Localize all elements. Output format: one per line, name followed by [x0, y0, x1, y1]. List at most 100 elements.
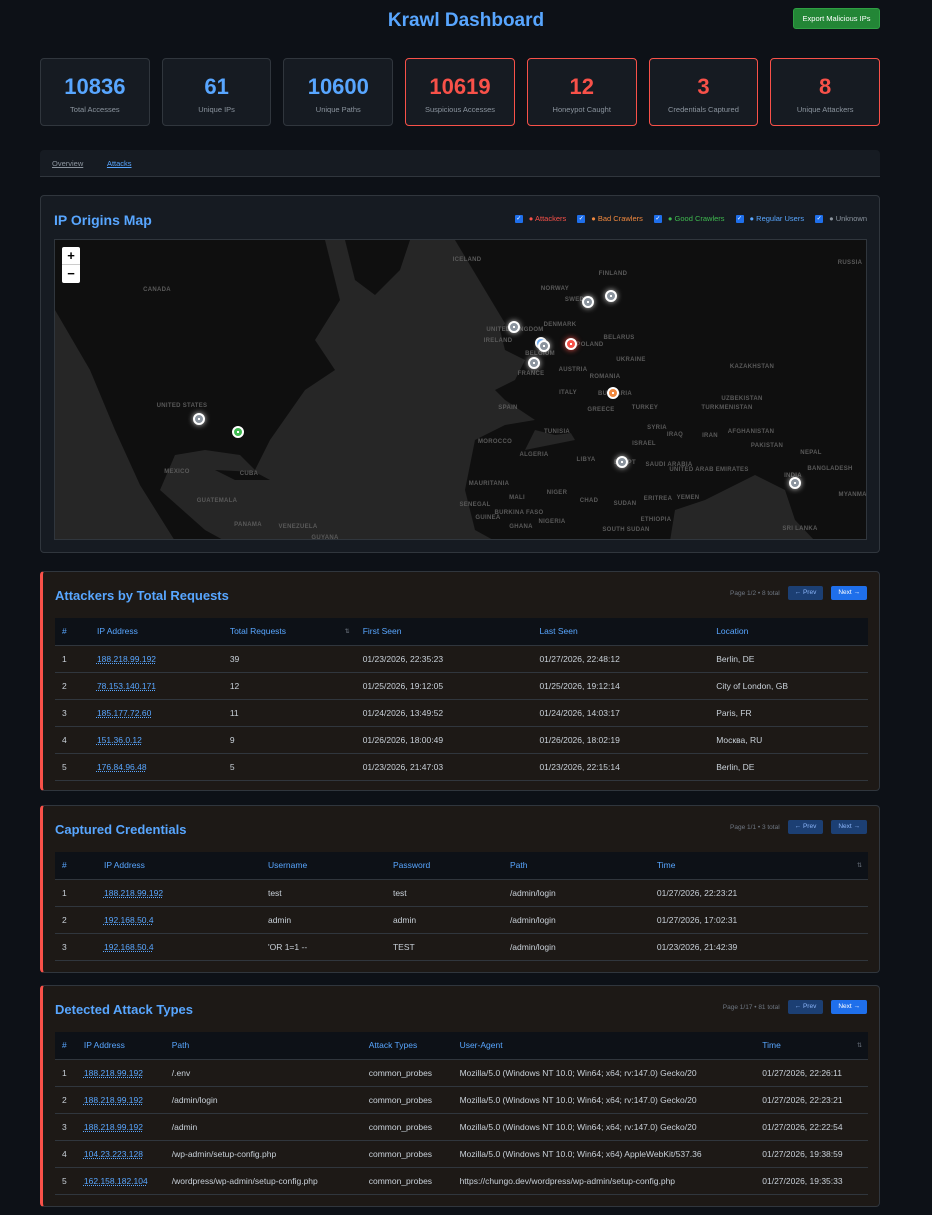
map-country-label: GHANA — [509, 524, 533, 530]
legend-filter[interactable]: ✓ ● Attackers — [514, 214, 567, 223]
legend-filter[interactable]: ✓ ● Bad Crawlers — [577, 214, 643, 223]
legend-filter[interactable]: ✓ ● Regular Users — [735, 214, 804, 223]
map-marker-unknown[interactable] — [528, 357, 540, 369]
map-country-label: IRELAND — [483, 338, 513, 344]
column-header: IP Address — [96, 852, 261, 880]
tab-attacks[interactable]: Attacks — [106, 159, 132, 168]
checkbox[interactable]: ✓ — [514, 214, 523, 223]
checkbox[interactable]: ✓ — [577, 214, 586, 223]
column-header[interactable]: ⇅ — [849, 1032, 868, 1060]
checkbox[interactable]: ✓ — [735, 214, 744, 223]
next-button[interactable]: Next → — [831, 586, 867, 600]
map-country-label: FRANCE — [517, 371, 545, 377]
map-marker-unknown[interactable] — [789, 477, 801, 489]
table-row: 5 176.84.96.48 5 01/23/2026, 21:47:03 01/23/… — [55, 753, 868, 781]
map-country-label: CUBA — [239, 471, 259, 477]
checkbox[interactable]: ✓ — [653, 214, 662, 223]
ip-link[interactable]: 192.168.50.4 — [96, 906, 261, 934]
map-land — [55, 240, 866, 539]
map-marker-good[interactable] — [232, 426, 244, 438]
table-cell: 01/27/2026, 22:48:12 — [532, 645, 710, 673]
column-header: Time — [755, 1032, 850, 1060]
ip-link[interactable]: 188.218.99.192 — [89, 645, 223, 673]
map-country-label: UKRAINE — [616, 357, 646, 363]
map-marker-unknown[interactable] — [193, 413, 205, 425]
ip-link[interactable]: 162.158.182.104 — [76, 1167, 165, 1195]
table-cell: 01/27/2026, 19:38:59 — [755, 1140, 850, 1168]
column-header: Last Seen — [532, 618, 710, 646]
ip-link[interactable]: 188.218.99.192 — [76, 1113, 165, 1141]
zoom-out-button[interactable]: − — [67, 266, 75, 281]
table-cell — [337, 672, 356, 700]
prev-button[interactable]: ← Prev — [787, 1000, 824, 1014]
page-info: Page 1/17 • 81 total — [722, 1003, 780, 1011]
map-country-label: BELGIUM — [525, 351, 555, 357]
ip-link[interactable]: 188.218.99.192 — [96, 879, 261, 907]
column-header[interactable]: ⇅ — [849, 852, 868, 880]
map-country-label: UZBEKISTAN — [721, 396, 763, 402]
map-country-label: NIGERIA — [538, 519, 566, 525]
map-country-label: VENEZUELA — [278, 524, 318, 530]
legend-filter[interactable]: ✓ ● Good Crawlers — [653, 214, 725, 223]
map-marker-unknown[interactable] — [582, 296, 594, 308]
column-header[interactable]: ⇅ — [337, 618, 356, 646]
map-country-label: SAUDI ARABIA — [645, 462, 693, 468]
ip-link[interactable]: 188.218.99.192 — [76, 1059, 165, 1087]
ip-link[interactable]: 185.177.72.60 — [89, 699, 223, 727]
stat-card: 8 Unique Attackers — [770, 58, 881, 126]
column-header: # — [55, 618, 90, 646]
map-marker-attacker[interactable] — [565, 338, 577, 350]
stat-card: 12 Honeypot Caught — [526, 58, 637, 126]
export-malicious-ips-button[interactable]: Export Malicious IPs — [793, 8, 880, 29]
ip-link[interactable]: 151.36.0.12 — [89, 726, 223, 754]
map-marker-unknown[interactable] — [508, 321, 520, 333]
section-title: Captured Credentials — [55, 822, 187, 837]
map-country-label: IRAQ — [666, 432, 684, 438]
table-cell: common_probes — [361, 1086, 453, 1114]
ip-link[interactable]: 192.168.50.4 — [96, 933, 261, 961]
stat-label: Unique Paths — [315, 105, 361, 114]
next-button[interactable]: Next → — [831, 820, 867, 834]
legend-filter[interactable]: ✓ ● Unknown — [815, 214, 867, 223]
map-marker-unknown[interactable] — [538, 340, 550, 352]
table-cell: Berlin, DE — [709, 753, 868, 781]
table-cell: 01/23/2026, 21:42:39 — [649, 933, 850, 961]
column-header: Location — [709, 618, 868, 646]
ip-link[interactable]: 188.218.99.192 — [76, 1086, 165, 1114]
ip-link[interactable]: 78.153.140.171 — [89, 672, 223, 700]
tab-bar: Overview Attacks — [40, 150, 880, 177]
map-country-label: ERITREA — [643, 496, 673, 502]
map-country-label: TUNISIA — [543, 429, 571, 435]
table-row: 3 192.168.50.4 'OR 1=1 -- TEST/admin/login 0… — [55, 933, 868, 961]
column-header: # — [55, 1032, 77, 1060]
prev-button[interactable]: ← Prev — [787, 586, 824, 600]
table-cell: common_probes — [361, 1140, 453, 1168]
table-cell: 01/27/2026, 22:23:21 — [755, 1086, 850, 1114]
column-header: # — [55, 852, 97, 880]
world-map[interactable]: + − CANADA UNITED STATES MEXICO CUBA GUATEMA… — [54, 239, 867, 540]
next-button[interactable]: Next → — [831, 1000, 867, 1014]
table-cell: common_probes — [361, 1113, 453, 1141]
ip-link[interactable]: 104.23.223.128 — [76, 1140, 165, 1168]
map-country-label: MYANMAR — [838, 492, 867, 498]
map-marker-unknown[interactable] — [605, 290, 617, 302]
tab-overview[interactable]: Overview — [52, 159, 84, 168]
table-cell: 12 — [222, 672, 338, 700]
zoom-in-button[interactable]: + — [62, 247, 80, 265]
ip-link[interactable]: 176.84.96.48 — [89, 753, 223, 781]
prev-button[interactable]: ← Prev — [787, 820, 824, 834]
table-cell: 01/26/2026, 18:00:49 — [355, 726, 533, 754]
table-cell: 3 — [55, 933, 97, 961]
stat-value: 3 — [697, 74, 710, 99]
map-marker-bad[interactable] — [607, 387, 619, 399]
map-marker-unknown[interactable] — [616, 456, 628, 468]
checkbox[interactable]: ✓ — [815, 214, 824, 223]
column-header: Password — [385, 852, 503, 880]
table-cell: 4 — [55, 726, 90, 754]
legend-label: ● Attackers — [528, 214, 567, 223]
map-country-label: ICELAND — [452, 257, 482, 263]
column-header: Path — [502, 852, 650, 880]
map-title: IP Origins Map — [54, 212, 152, 228]
table-cell: Mozilla/5.0 (Windows NT 10.0; Win64; x64… — [452, 1086, 756, 1114]
table-cell: /admin/login — [502, 906, 650, 934]
